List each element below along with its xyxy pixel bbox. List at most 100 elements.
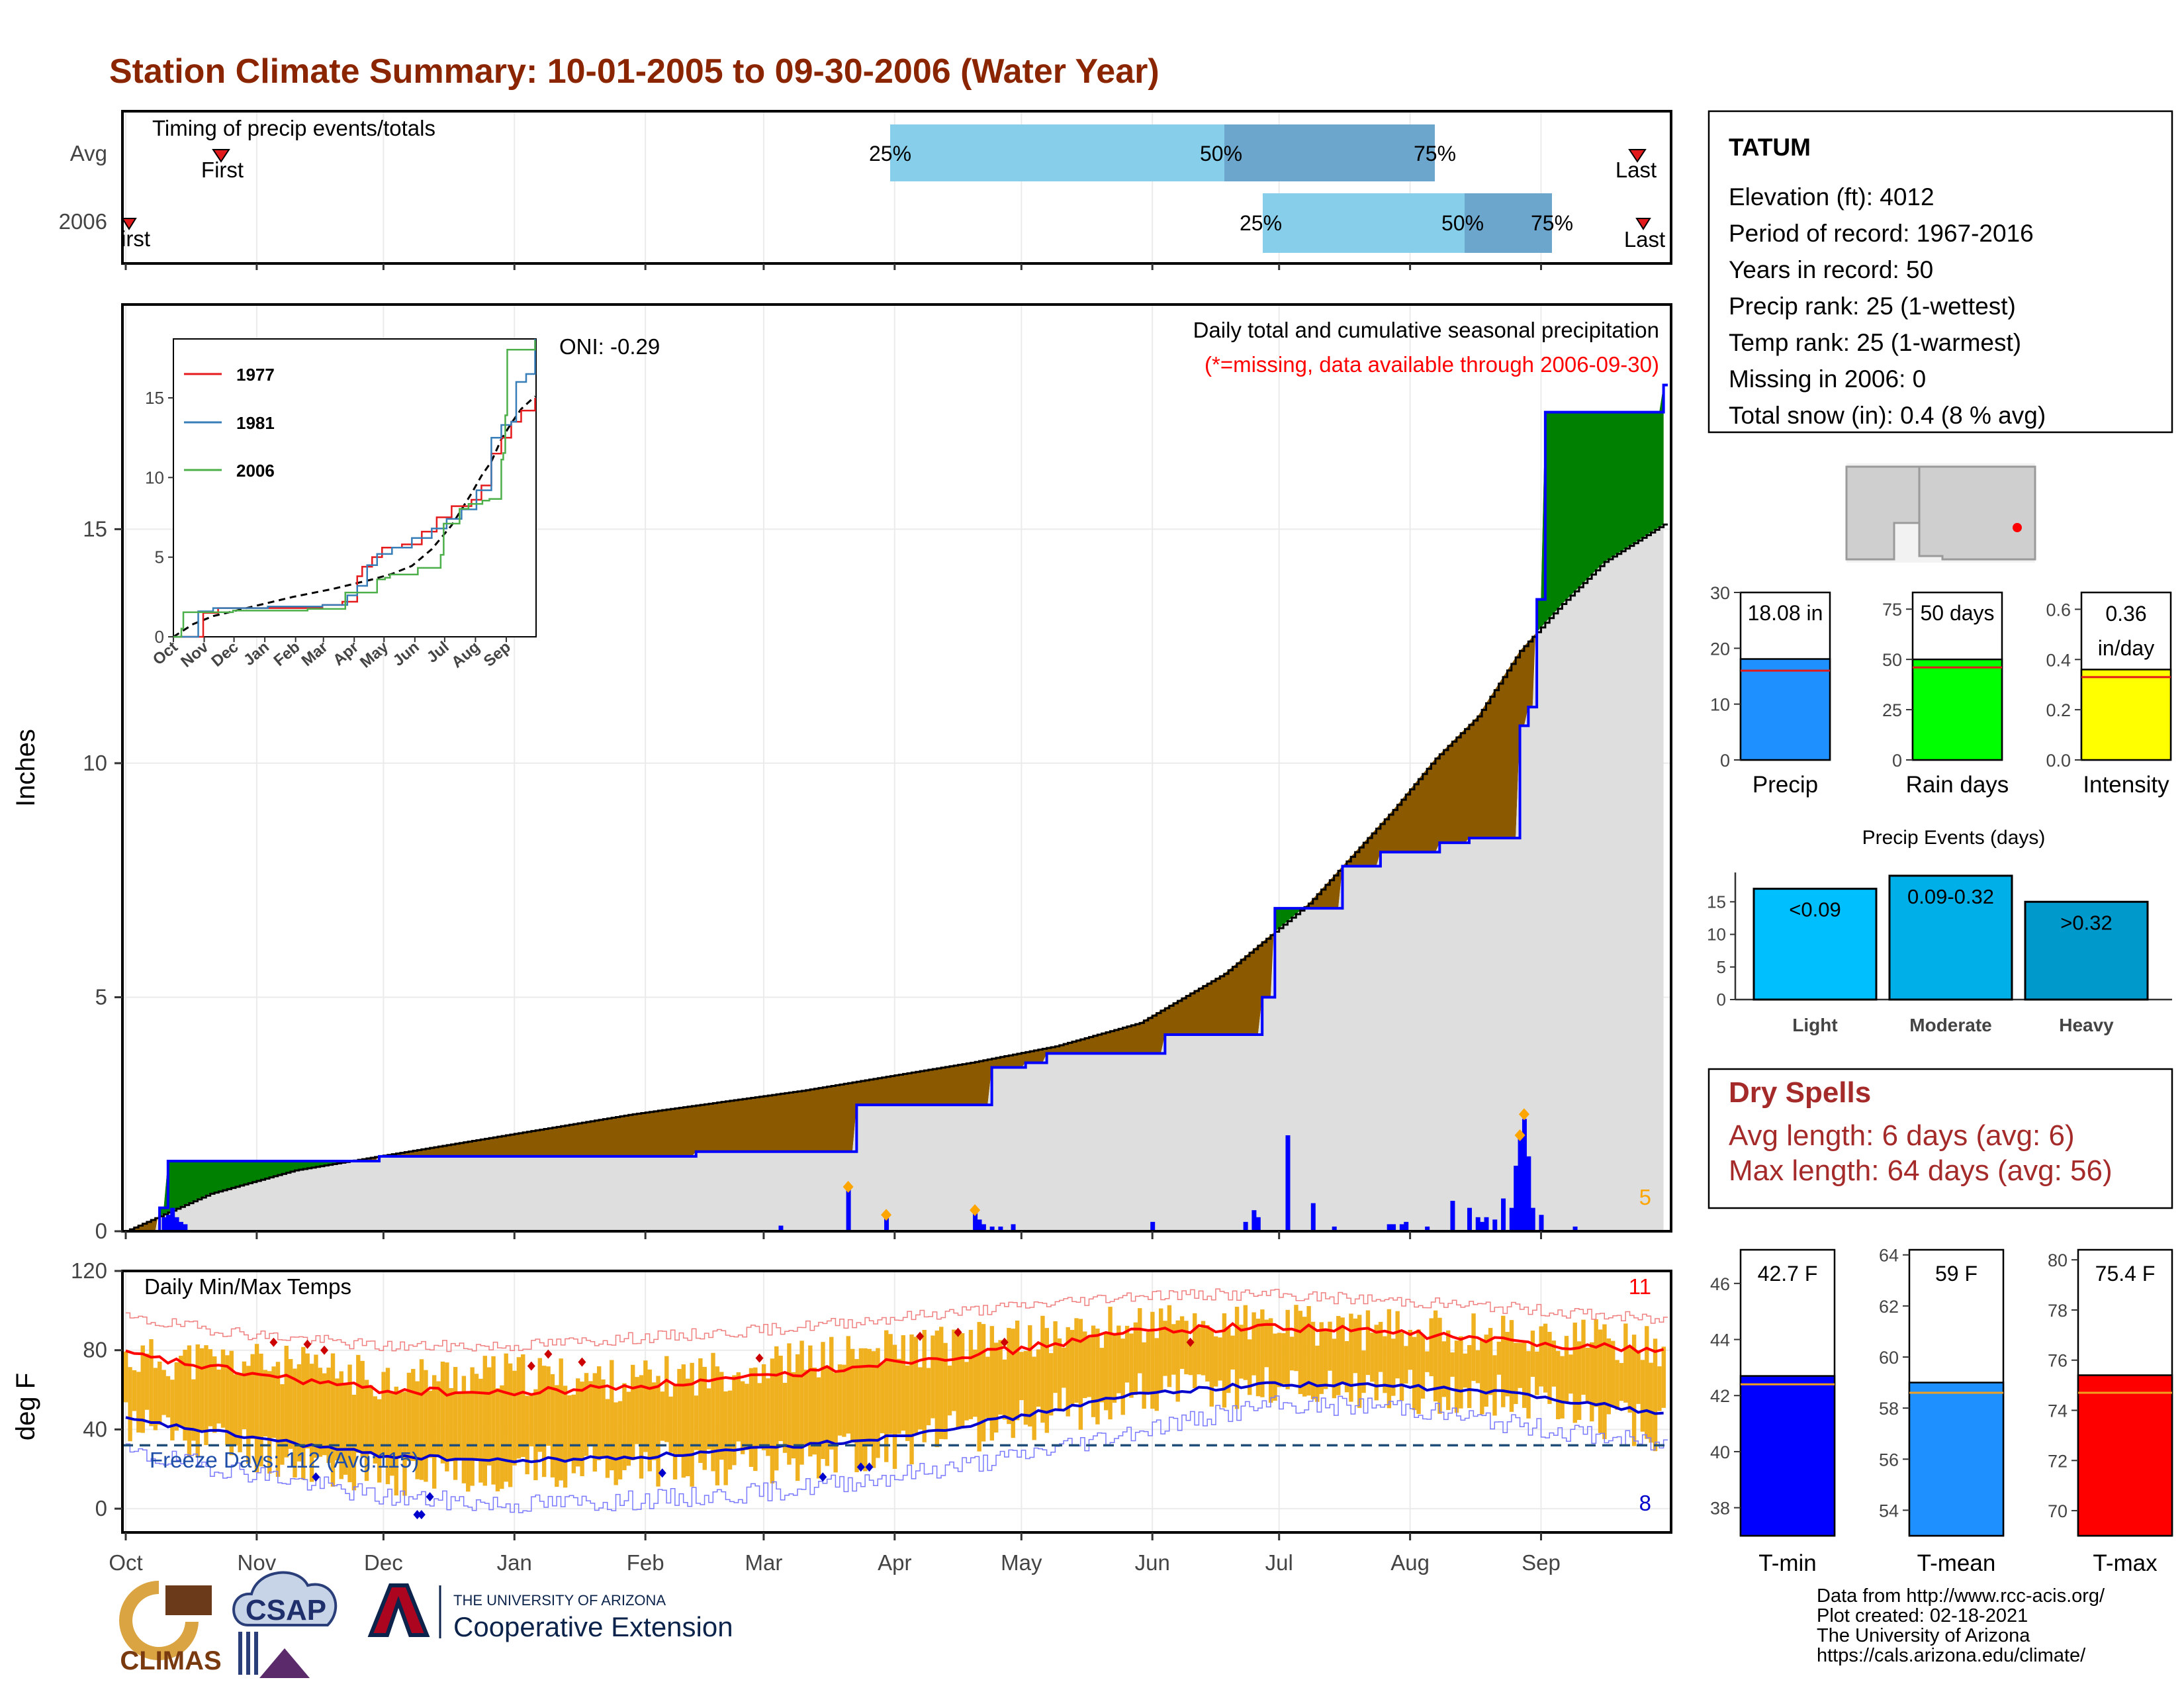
- daily-temp-bar: [461, 1376, 467, 1483]
- daily-temp-bar: [1361, 1350, 1366, 1393]
- record-high-marker: [527, 1361, 535, 1371]
- daily-temp-bar: [1564, 1336, 1569, 1403]
- temp-y-tick-label: 58: [1879, 1399, 1899, 1419]
- daily-temp-bar: [774, 1346, 779, 1471]
- daily-precip-bar: [1514, 1166, 1519, 1231]
- yr-first-label-clip: First: [124, 226, 150, 251]
- csap-mountain: [259, 1648, 310, 1678]
- daily-temp-bar: [706, 1388, 711, 1450]
- daily-temp-bar: [753, 1367, 758, 1472]
- daily-temp-bar: [698, 1358, 703, 1463]
- daily-temp-bar: [1328, 1321, 1332, 1371]
- daily-temp-bar: [1099, 1348, 1105, 1403]
- dry-spells-avg: Avg length: 6 days (avg: 6): [1729, 1119, 2075, 1152]
- daily-temp-bar: [1179, 1316, 1185, 1369]
- avg-p75-label: 75%: [1414, 142, 1456, 165]
- daily-temp-bar: [681, 1364, 686, 1478]
- daily-temp-bar: [892, 1344, 897, 1469]
- daily-temp-bar: [335, 1378, 340, 1461]
- daily-temp-bar: [1412, 1336, 1417, 1411]
- record-low-marker: [658, 1468, 666, 1478]
- daily-temp-bar: [727, 1390, 733, 1470]
- month-tick-label: Dec: [364, 1550, 403, 1575]
- daily-temp-bar: [989, 1326, 995, 1441]
- csap-rain-3: [254, 1632, 258, 1675]
- record-precip-marker: [1514, 1129, 1525, 1142]
- inset-line-1981: [173, 339, 536, 638]
- daily-temp-bar: [559, 1358, 563, 1481]
- inset-y-tick-label: 5: [155, 547, 164, 567]
- daily-temp-bar: [1226, 1328, 1231, 1393]
- record-high-marker: [916, 1331, 925, 1341]
- temp-summary-bars: 38 40 42 44 46 42.7 F T-min 54 56 58 60 62 64 59 F T-m…: [1710, 1246, 2173, 1576]
- month-tick-label: Oct: [109, 1550, 142, 1575]
- avg-last-marker: [1628, 149, 1647, 163]
- daily-precip-bar: [1255, 1217, 1261, 1231]
- daily-temp-bar: [1425, 1351, 1430, 1372]
- daily-temp-bar: [1289, 1336, 1295, 1371]
- daily-temp-bar: [1370, 1333, 1375, 1382]
- ua-logo: THE UNIVERSITY OF ARIZONA Cooperative Ex…: [367, 1583, 733, 1642]
- daily-temp-bar: [880, 1363, 885, 1434]
- daily-temp-bar: [576, 1378, 580, 1467]
- daily-temp-bar: [1509, 1320, 1514, 1412]
- daily-temp-bar: [1463, 1353, 1467, 1388]
- daily-temp-bar: [398, 1392, 403, 1457]
- daily-temp-bar: [956, 1331, 960, 1429]
- daily-temp-bar: [977, 1322, 981, 1452]
- daily-temp-bar: [314, 1354, 318, 1458]
- temp-y-tick-label: 42: [1710, 1386, 1730, 1406]
- daily-temp-bar: [1036, 1349, 1041, 1407]
- daily-temp-bar: [1661, 1346, 1666, 1408]
- daily-temp-bar: [1087, 1337, 1091, 1397]
- daily-temp-bar: [736, 1372, 741, 1442]
- daily-temp-bar: [144, 1353, 150, 1410]
- daily-temp-bar: [664, 1356, 669, 1442]
- record-low-marker: [312, 1472, 320, 1482]
- daily-temp-bar: [588, 1381, 593, 1446]
- record-high-marker: [755, 1353, 764, 1363]
- daily-temp-bar: [347, 1364, 352, 1483]
- daily-temp-bar: [690, 1362, 694, 1487]
- daily-precip-bar: [1526, 1156, 1531, 1231]
- daily-temp-bar: [766, 1378, 770, 1456]
- daily-precip-bar: [1509, 1207, 1514, 1231]
- daily-temp-bar: [1142, 1342, 1146, 1409]
- record-low-marker: [865, 1462, 874, 1472]
- daily-temp-bar: [821, 1342, 825, 1460]
- daily-precip-bar: [183, 1224, 188, 1231]
- daily-temp-bar: [1645, 1326, 1649, 1439]
- month-tick-label: Mar: [745, 1550, 782, 1575]
- temp-count-hi: 11: [1629, 1274, 1651, 1299]
- daily-temp-bar: [1526, 1351, 1531, 1419]
- daily-temp-bar: [913, 1336, 919, 1433]
- daily-temp-bar: [1158, 1308, 1163, 1391]
- timing-panel: Timing of precip events/totals Avg 2006 …: [59, 110, 1672, 265]
- locator-map: [1845, 463, 2036, 563]
- daily-temp-bar: [1480, 1340, 1484, 1415]
- daily-temp-bar: [1138, 1308, 1142, 1374]
- daily-temp-bar: [850, 1348, 855, 1443]
- daily-temp-bar: [610, 1360, 614, 1471]
- daily-temp-bar: [402, 1391, 407, 1496]
- daily-temp-bar: [803, 1370, 809, 1445]
- temp-y-tick-label: 64: [1879, 1246, 1899, 1266]
- daily-temp-bar: [745, 1383, 749, 1450]
- daily-temp-bar: [288, 1359, 293, 1449]
- daily-temp-bar: [1657, 1366, 1662, 1411]
- daily-temp-bar: [1615, 1360, 1619, 1410]
- daily-precip-bar: [1518, 1133, 1523, 1231]
- avg-tmin-line: [125, 1381, 1664, 1464]
- daily-temp-bar: [1078, 1319, 1083, 1430]
- daily-temp-bar: [985, 1356, 990, 1419]
- daily-precip-bar: [981, 1224, 986, 1231]
- daily-temp-bar: [1243, 1305, 1248, 1380]
- daily-precip-bar: [1501, 1198, 1506, 1231]
- daily-temp-bar: [170, 1380, 175, 1441]
- daily-temp-bar: [267, 1371, 272, 1474]
- daily-temp-bar: [943, 1342, 948, 1440]
- daily-temp-bar: [343, 1383, 348, 1475]
- station-frame: [1707, 110, 2173, 434]
- daily-precip-bar: [1539, 1215, 1544, 1231]
- daily-temp-bar: [495, 1388, 500, 1491]
